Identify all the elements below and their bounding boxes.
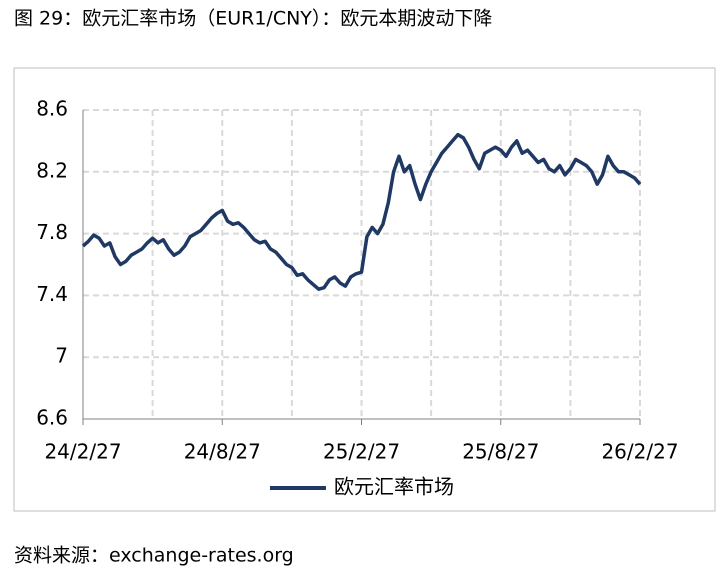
x-tick-label: 26/2/27 <box>601 440 678 464</box>
x-tick-label: 25/8/27 <box>462 440 539 464</box>
y-tick-label: 6.6 <box>36 406 68 430</box>
source-note: 资料来源：exchange-rates.org <box>14 545 294 567</box>
x-tick-label: 25/2/27 <box>323 440 400 464</box>
y-tick-label: 8.2 <box>36 158 68 182</box>
chart-frame <box>13 67 716 512</box>
legend-label: 欧元汇率市场 <box>334 475 454 499</box>
x-tick-label: 24/8/27 <box>184 440 261 464</box>
series-line <box>81 132 642 291</box>
y-tick-label: 8.6 <box>36 97 68 121</box>
chart-title: 图 29：欧元汇率市场（EUR1/CNY）：欧元本期波动下降 <box>14 8 492 30</box>
y-tick-label: 7 <box>55 344 68 368</box>
y-tick-label: 7.4 <box>36 282 68 306</box>
y-tick-label: 7.8 <box>36 220 68 244</box>
x-tick-label: 24/2/27 <box>44 440 121 464</box>
